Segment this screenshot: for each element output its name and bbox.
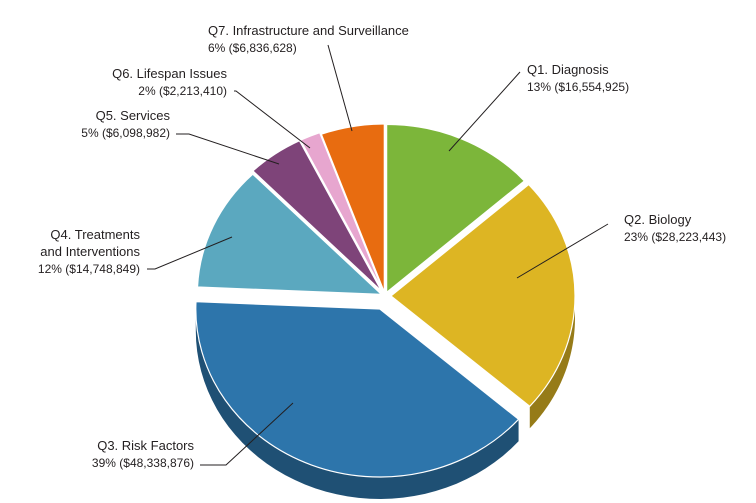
- leader-line-7: [327, 44, 353, 132]
- pie-slice-5: [252, 139, 383, 292]
- slice-value-label: 39% ($48,338,876): [92, 456, 194, 470]
- slice-name-label: Q5. Services: [96, 108, 171, 123]
- pie-slice-1: [386, 123, 526, 294]
- leader-line-5: [176, 133, 280, 165]
- pie-slice-4: [196, 173, 383, 296]
- slice-value-label: 13% ($16,554,925): [527, 80, 629, 94]
- leader-line-4: [147, 236, 233, 270]
- pie-slice-7: [320, 123, 385, 293]
- slice-side-2: [529, 295, 575, 429]
- slice-value-label: 23% ($28,223,443): [624, 230, 726, 244]
- pie-slice-6: [299, 131, 384, 291]
- label-leader-lines: [147, 44, 609, 466]
- leader-line-1: [448, 71, 521, 152]
- leader-line-2: [516, 223, 609, 279]
- slice-name-label: Q7. Infrastructure and Surveillance: [208, 23, 409, 38]
- pie-slice-2: [390, 183, 576, 408]
- slice-name-label: Q4. Treatments: [50, 227, 140, 242]
- slice-value-label: 5% ($6,098,982): [81, 126, 170, 140]
- slice-name-label: Q3. Risk Factors: [97, 438, 194, 453]
- slice-labels: Q1. Diagnosis 13% ($16,554,925) Q2. Biolog…: [38, 23, 726, 470]
- leader-line-6: [234, 90, 311, 149]
- slice-side-3: [195, 309, 519, 499]
- slice-name-label: Q6. Lifespan Issues: [112, 66, 227, 81]
- pie-slices: [195, 123, 576, 478]
- slice-value-label: 6% ($6,836,628): [208, 41, 297, 55]
- slice-name-label: Q2. Biology: [624, 212, 692, 227]
- pie-depth-layer: [195, 295, 575, 499]
- leader-line-3: [200, 402, 294, 466]
- slice-value-label: 12% ($14,748,849): [38, 262, 140, 276]
- slice-name-label: and Interventions: [40, 244, 140, 259]
- slice-value-label: 2% ($2,213,410): [138, 84, 227, 98]
- pie-slice-3: [195, 301, 520, 478]
- slice-name-label: Q1. Diagnosis: [527, 62, 609, 77]
